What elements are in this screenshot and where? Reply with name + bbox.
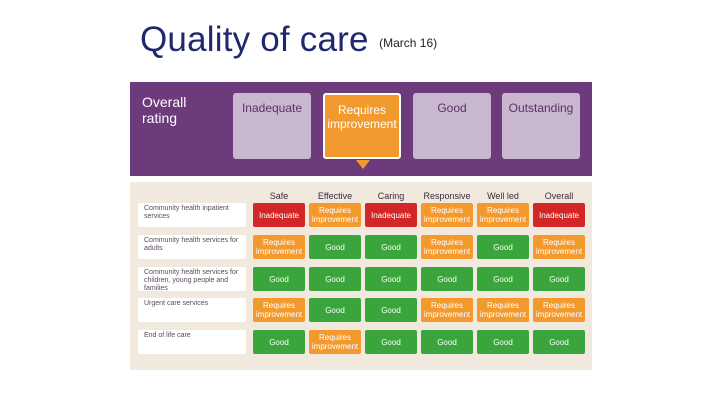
row-label-end-of-life-care: End of life care <box>138 330 246 354</box>
rating-cell-end-of-life-care-responsive: Good <box>421 330 473 354</box>
column-header-effective: Effective <box>317 191 353 201</box>
rating-cell-end-of-life-care-safe: Good <box>253 330 305 354</box>
rating-cell-urgent-care-services-overall: Requires improvement <box>533 298 585 322</box>
overall-rating-panel: Overall rating Inadequate Requires impro… <box>130 82 592 176</box>
row-label-community-health-services-for-adults: Community health services for adults <box>138 235 246 259</box>
overall-rating-label: Overall rating <box>142 94 186 126</box>
column-header-overall: Overall <box>544 191 574 201</box>
rating-cell-community-health-services-for-adults-overall: Requires improvement <box>533 235 585 259</box>
rating-option-outstanding: Outstanding <box>502 93 580 159</box>
rating-option-inadequate: Inadequate <box>233 93 311 159</box>
row-label-community-health-services-for-children-young-people-and-families: Community health services for children, … <box>138 267 246 292</box>
rating-cell-end-of-life-care-effective: Requires improvement <box>309 330 361 354</box>
column-header-well-led: Well led <box>487 191 519 201</box>
rating-cell-community-health-inpatient-services-responsive: Requires improvement <box>421 203 473 227</box>
rating-cell-urgent-care-services-responsive: Requires improvement <box>421 298 473 322</box>
selected-rating-pointer <box>356 160 370 169</box>
slide-subtitle: (March 16) <box>379 36 438 50</box>
rating-cell-community-health-services-for-children-young-people-and-families-overall: Good <box>533 267 585 291</box>
rating-cell-urgent-care-services-well-led: Requires improvement <box>477 298 529 322</box>
rating-cell-end-of-life-care-well-led: Good <box>477 330 529 354</box>
rating-cell-community-health-services-for-adults-well-led: Good <box>477 235 529 259</box>
rating-cell-community-health-services-for-children-young-people-and-families-safe: Good <box>253 267 305 291</box>
ratings-grid: Safe Effective Caring Responsive Well led Ove… <box>130 182 592 370</box>
rating-cell-community-health-inpatient-services-caring: Inadequate <box>365 203 417 227</box>
rating-cell-urgent-care-services-caring: Good <box>365 298 417 322</box>
rating-cell-community-health-inpatient-services-overall: Inadequate <box>533 203 585 227</box>
rating-cell-urgent-care-services-safe: Requires improvement <box>253 298 305 322</box>
rating-cell-urgent-care-services-effective: Good <box>309 298 361 322</box>
rating-cell-community-health-services-for-adults-effective: Good <box>309 235 361 259</box>
rating-cell-community-health-services-for-children-young-people-and-families-well-led: Good <box>477 267 529 291</box>
overall-rating-label-line1: Overall <box>142 94 187 110</box>
rating-cell-end-of-life-care-caring: Good <box>365 330 417 354</box>
row-label-community-health-inpatient-services: Community health inpatient services <box>138 203 246 227</box>
overall-rating-label-line2: rating <box>142 110 178 126</box>
rating-option-requires-improvement: Requires improvement <box>323 93 401 159</box>
row-label-urgent-care-services: Urgent care services <box>138 298 246 322</box>
column-header-safe: Safe <box>269 191 289 201</box>
rating-cell-community-health-services-for-children-young-people-and-families-caring: Good <box>365 267 417 291</box>
slide-title: Quality of care <box>140 20 369 59</box>
rating-cell-community-health-services-for-children-young-people-and-families-responsive: Good <box>421 267 473 291</box>
rating-cell-community-health-inpatient-services-well-led: Requires improvement <box>477 203 529 227</box>
rating-cell-community-health-inpatient-services-effective: Requires improvement <box>309 203 361 227</box>
rating-cell-community-health-services-for-adults-responsive: Requires improvement <box>421 235 473 259</box>
rating-cell-community-health-inpatient-services-safe: Inadequate <box>253 203 305 227</box>
rating-cell-community-health-services-for-adults-safe: Requires improvement <box>253 235 305 259</box>
slide-title-area: Quality of care (March 16) <box>140 20 437 60</box>
rating-cell-community-health-services-for-children-young-people-and-families-effective: Good <box>309 267 361 291</box>
rating-option-good: Good <box>413 93 491 159</box>
column-header-responsive: Responsive <box>423 191 471 201</box>
rating-cell-community-health-services-for-adults-caring: Good <box>365 235 417 259</box>
column-header-caring: Caring <box>377 191 405 201</box>
rating-cell-end-of-life-care-overall: Good <box>533 330 585 354</box>
